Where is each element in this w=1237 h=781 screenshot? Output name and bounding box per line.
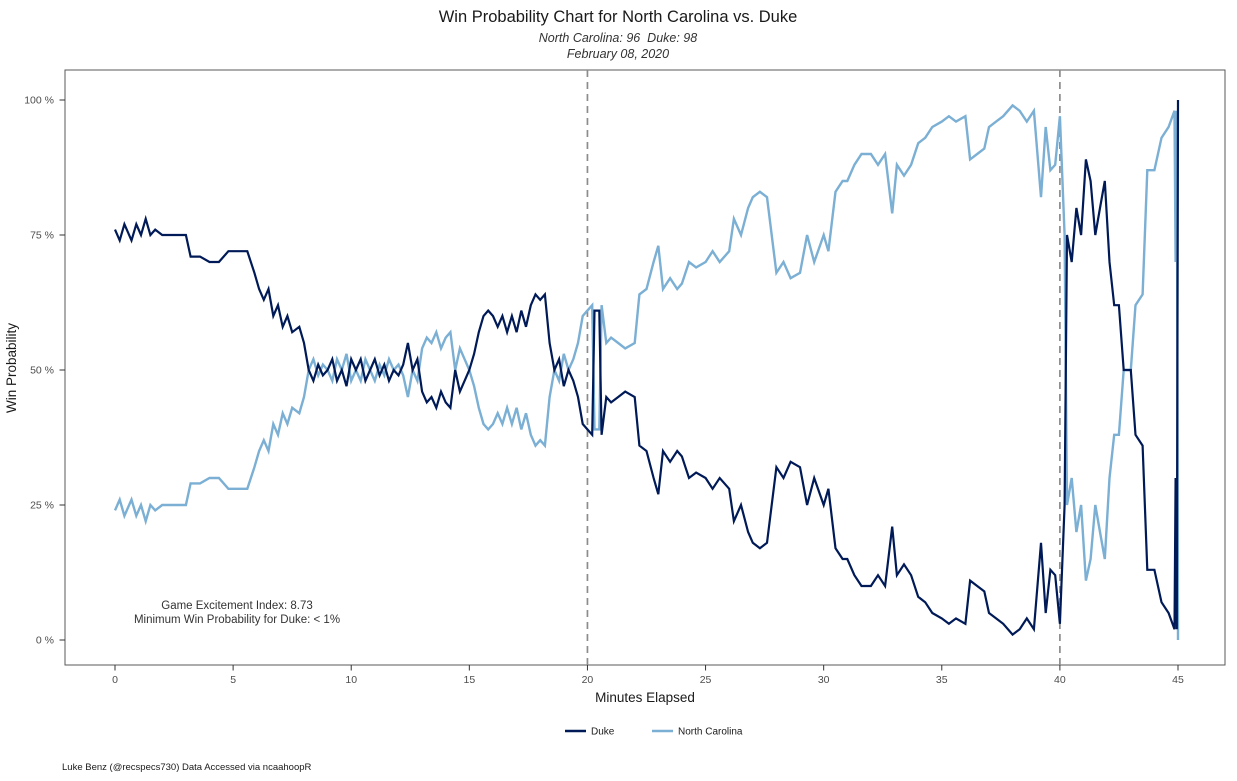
chart-subtitle-date: February 08, 2020 xyxy=(567,47,669,61)
annotation-game-excitement-index: Game Excitement Index: 8.73 xyxy=(161,600,313,612)
plot-panel xyxy=(64,69,1226,666)
y-axis-title: Win Probability xyxy=(4,323,19,413)
y-tick-label: 100 % xyxy=(24,95,54,107)
x-tick-label: 15 xyxy=(463,674,475,686)
legend: Duke North Carolina xyxy=(565,727,743,738)
x-tick-label: 20 xyxy=(582,674,594,686)
x-tick-label: 45 xyxy=(1172,674,1184,686)
y-tick-label: 50 % xyxy=(30,365,54,377)
caption: Luke Benz (@recspecs730) Data Accessed v… xyxy=(62,762,312,773)
series-group xyxy=(113,99,1180,641)
legend-label-duke: Duke xyxy=(591,727,615,738)
x-axis-title: Minutes Elapsed xyxy=(595,690,695,705)
y-tick-label: 75 % xyxy=(30,230,54,242)
x-tick-label: 35 xyxy=(936,674,948,686)
x-tick-label: 40 xyxy=(1054,674,1066,686)
x-tick-label: 5 xyxy=(230,674,236,686)
series-line-duke xyxy=(113,99,1180,637)
legend-label-north-carolina: North Carolina xyxy=(678,727,743,738)
chart-subtitle-score: North Carolina: 96 Duke: 98 xyxy=(539,31,697,45)
x-tick-label: 10 xyxy=(345,674,357,686)
annotation-minimum-win-probability: Minimum Win Probability for Duke: < 1% xyxy=(134,614,340,626)
series-line-north-carolina xyxy=(113,103,1180,641)
axes-group: 0 5 10 15 20 25 30 35 40 45 0 % 25 % 50 % 75 % 100 % xyxy=(24,70,1184,686)
x-tick-label: 0 xyxy=(112,674,118,686)
x-tick-label: 30 xyxy=(818,674,830,686)
y-tick-label: 25 % xyxy=(30,500,54,512)
chart-title: Win Probability Chart for North Carolina… xyxy=(439,8,798,26)
y-tick-label: 0 % xyxy=(36,635,54,647)
x-tick-label: 25 xyxy=(700,674,712,686)
